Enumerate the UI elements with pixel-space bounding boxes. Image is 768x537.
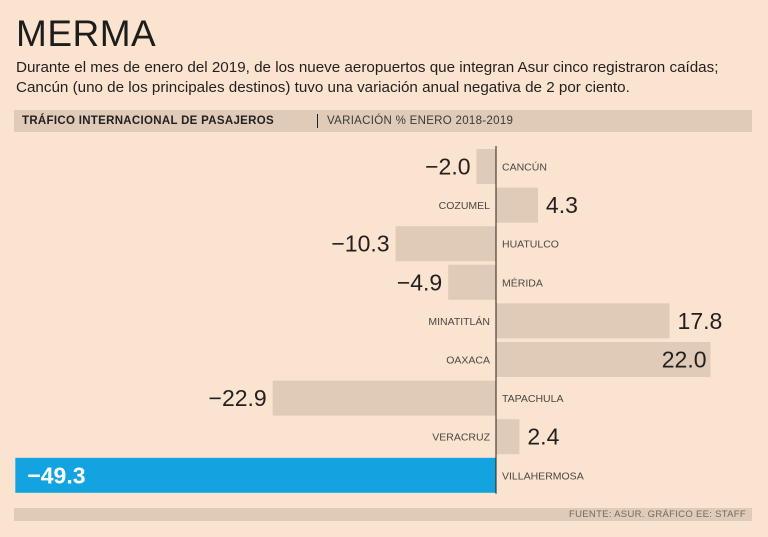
source-bar: FUENTE: ASUR. GRÁFICO EE: STAFF: [14, 508, 752, 521]
bar-2: [395, 226, 496, 262]
bar-6: [272, 380, 496, 416]
bar-4: [496, 303, 670, 339]
source-note: FUENTE: ASUR. GRÁFICO EE: STAFF: [569, 509, 746, 520]
value-label-7: 2.4: [527, 424, 559, 450]
page-subtitle: Durante el mes de enero del 2019, de los…: [16, 59, 719, 96]
value-label-4: 17.8: [678, 308, 723, 334]
bar-3: [448, 264, 496, 300]
page-title: MERMA: [16, 13, 157, 54]
category-label-3: MÉRIDA: [502, 276, 543, 289]
bar-0: [476, 149, 496, 184]
header-divider: [317, 114, 318, 128]
value-label-8: −49.3: [27, 462, 85, 488]
category-label-5: OAXACA: [446, 355, 490, 367]
value-label-6: −22.9: [209, 385, 267, 411]
chart-title: TRÁFICO INTERNACIONAL DE PASAJEROS: [22, 115, 274, 127]
chart-subtitle: VARIACIÓN % ENERO 2018-2019: [327, 115, 514, 127]
category-label-0: CANCÚN: [502, 161, 547, 174]
chart-header: TRÁFICO INTERNACIONAL DE PASAJEROS VARIA…: [14, 110, 752, 132]
value-label-1: 4.3: [546, 192, 578, 218]
value-label-2: −10.3: [331, 231, 389, 257]
category-label-2: HUATULCO: [502, 239, 559, 251]
category-label-8: VILLAHERMOSA: [502, 470, 584, 482]
value-label-5: 22.0: [662, 347, 707, 373]
bar-8: [15, 457, 496, 493]
category-label-4: MINATITLÁN: [428, 315, 490, 328]
bar-5: [496, 342, 711, 377]
value-label-3: −4.9: [397, 269, 442, 295]
category-label-6: TAPACHULA: [502, 393, 563, 405]
category-label-1: COZUMEL: [439, 200, 490, 212]
bar-1: [496, 187, 538, 223]
value-label-0: −2.0: [425, 154, 470, 180]
bar-7: [496, 419, 520, 455]
category-label-7: VERACRUZ: [432, 432, 490, 444]
